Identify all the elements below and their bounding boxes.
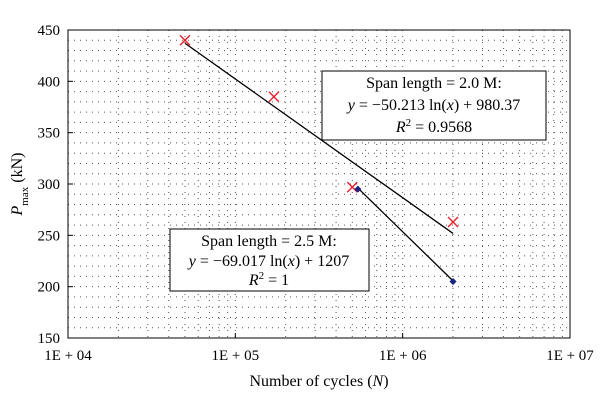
- y-tick-label: 300: [38, 177, 61, 193]
- y-tick-label: 350: [38, 126, 61, 142]
- fit-line-series-1: [184, 42, 454, 234]
- data-point-x-marker: [447, 216, 459, 228]
- y-tick-label: 150: [38, 331, 61, 347]
- data-points: [179, 34, 459, 286]
- annotation-box: [169, 228, 370, 292]
- annotation-line1: Span length = 2.5 M:: [201, 233, 337, 250]
- x-axis-ticks: 1E + 04 1E + 05 1E + 06 1E + 07: [44, 333, 594, 364]
- annotation-box: [321, 70, 547, 141]
- x-axis-title: Number of cycles (N): [249, 373, 388, 390]
- x-tick-label: 1E + 06: [379, 348, 427, 364]
- annotation-r-squared: R2 = 0.9568: [395, 117, 472, 136]
- y-tick-label: 250: [38, 228, 61, 244]
- data-point-x-marker: [346, 181, 358, 193]
- data-point-x-marker: [179, 34, 191, 46]
- annotation-span-2-5: Span length = 2.5 M: y = −69.017 ln(x) +…: [169, 228, 370, 292]
- y-axis-title: Pmax (kN): [9, 153, 31, 217]
- y-tick-label: 200: [38, 280, 61, 296]
- annotation-line1: Span length = 2.0 M:: [366, 75, 502, 92]
- y-tick-label: 400: [38, 74, 61, 90]
- fit-lines: [184, 42, 454, 282]
- annotation-equation: y = −69.017 ln(x) + 1207: [187, 253, 349, 270]
- x-tick-label: 1E + 04: [44, 348, 92, 364]
- data-point-dot-marker: [449, 277, 457, 286]
- data-point-x-marker: [268, 91, 280, 103]
- annotation-equation: y = −50.213 ln(x) + 980.37: [346, 97, 520, 114]
- annotation-span-2-0: Span length = 2.0 M: y = −50.213 ln(x) +…: [321, 70, 547, 141]
- annotation-r-squared: R2 = 1: [248, 270, 289, 289]
- x-tick-label: 1E + 07: [546, 348, 594, 364]
- data-point-dot-marker: [354, 185, 362, 193]
- y-axis-ticks: 150 200 250 300 350 400 450: [38, 23, 73, 347]
- x-tick-label: 1E + 05: [212, 348, 260, 364]
- fit-line-series-2: [357, 187, 454, 282]
- y-tick-label: 450: [38, 23, 61, 39]
